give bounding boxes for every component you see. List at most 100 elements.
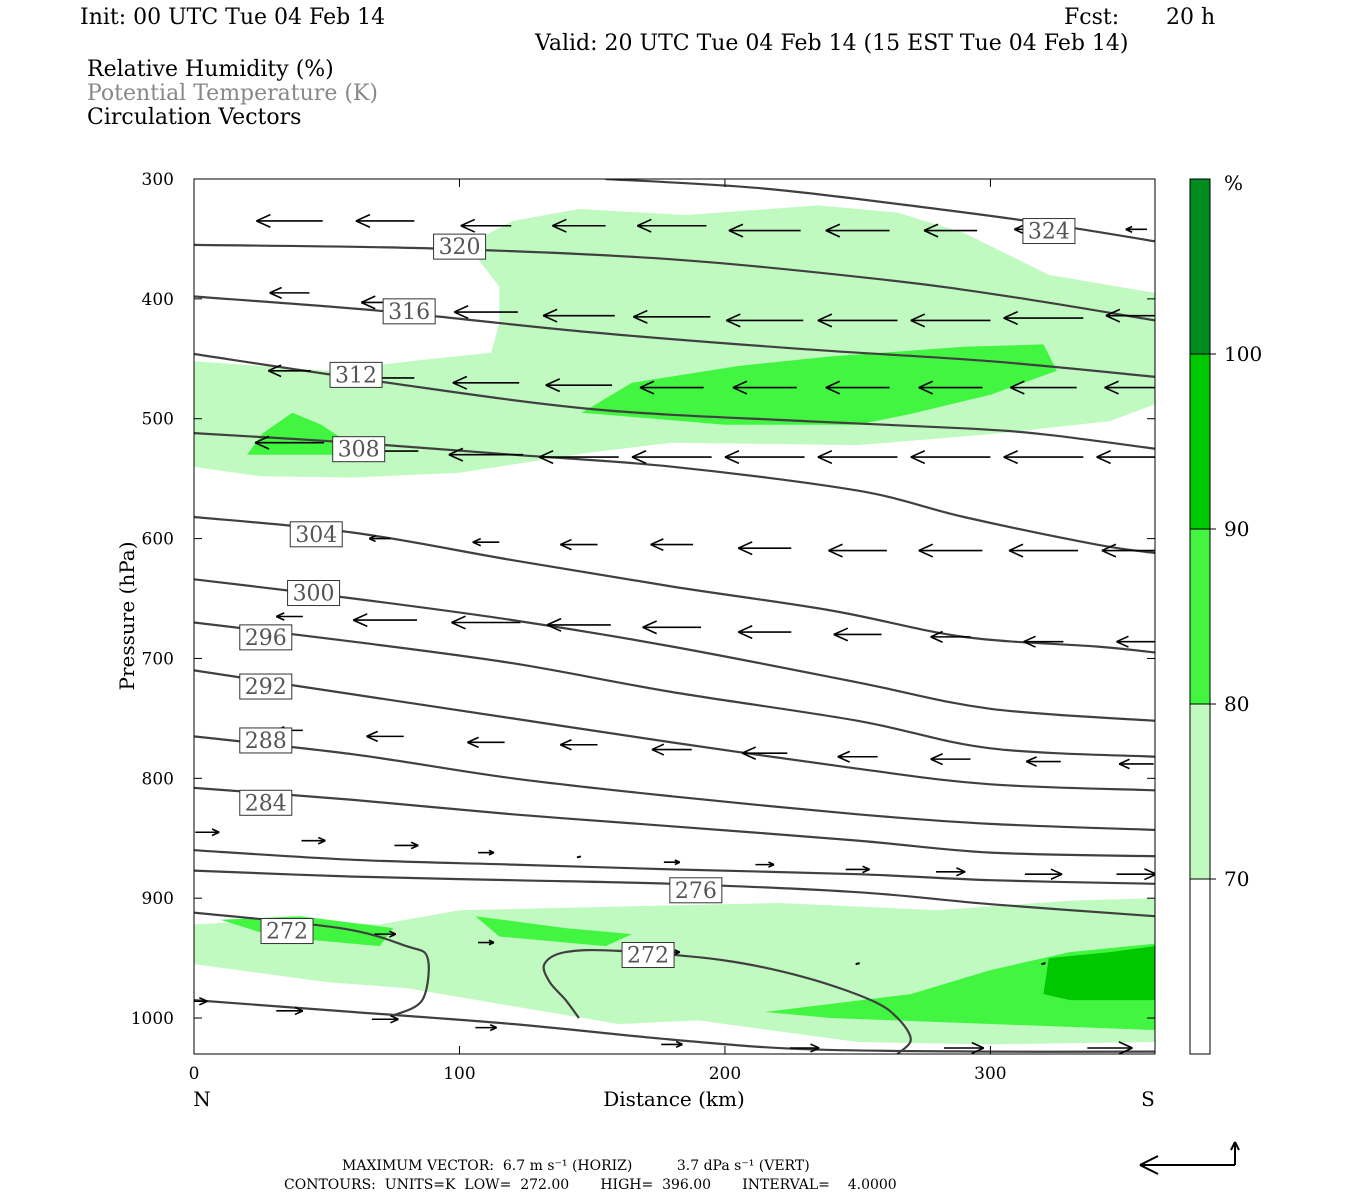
vector-head bbox=[467, 736, 479, 744]
vector-head bbox=[546, 617, 562, 626]
vector-head bbox=[956, 867, 966, 873]
vector-head bbox=[728, 229, 744, 238]
reference-vector-icon bbox=[1139, 1141, 1240, 1175]
vector-arrow bbox=[475, 1024, 497, 1032]
vector-head bbox=[1104, 380, 1119, 389]
theta-label-272: 272 bbox=[260, 918, 314, 945]
theta-label-292: 292 bbox=[239, 673, 293, 700]
vector-head bbox=[1101, 549, 1117, 558]
vector-head bbox=[910, 456, 926, 465]
vector-head bbox=[552, 225, 567, 233]
vector-arrow bbox=[538, 450, 619, 465]
vector-head bbox=[637, 218, 652, 227]
vector-head bbox=[390, 1014, 399, 1020]
vector-arrow bbox=[728, 223, 801, 238]
vector-head bbox=[256, 220, 271, 228]
vector-arrow bbox=[918, 380, 983, 395]
theta-contour-284 bbox=[194, 786, 1155, 858]
vector-head bbox=[817, 450, 833, 458]
vector-head bbox=[833, 627, 849, 636]
theta-label-text: 292 bbox=[245, 675, 287, 700]
vector-arrow bbox=[724, 450, 805, 465]
vector-arrow bbox=[374, 930, 397, 938]
vector-head bbox=[1096, 450, 1111, 458]
theta-label-296: 296 bbox=[239, 624, 293, 651]
contour-info: CONTOURS: UNITS=K LOW= 272.00 HIGH= 396.… bbox=[284, 1177, 897, 1193]
vector-head bbox=[918, 549, 934, 558]
vector-head bbox=[269, 292, 282, 299]
theta-label-box bbox=[621, 942, 675, 969]
vector-arrow bbox=[460, 218, 512, 233]
field-rh: Relative Humidity (%) bbox=[87, 57, 334, 82]
rh-region-90-2 bbox=[581, 344, 1057, 425]
theta-contour-304 bbox=[194, 515, 1155, 654]
theta-contours bbox=[194, 179, 1155, 1054]
vector-arrow bbox=[741, 746, 788, 760]
theta-label-312: 312 bbox=[329, 361, 383, 388]
vector-arrow bbox=[1096, 450, 1155, 465]
vector-head bbox=[1116, 635, 1129, 643]
y-tick-label: 500 bbox=[142, 410, 174, 430]
vector-arrow bbox=[560, 739, 598, 751]
vector-head bbox=[930, 630, 943, 638]
vector-head bbox=[452, 382, 468, 390]
vector-head bbox=[542, 314, 558, 323]
vector-arrow bbox=[542, 308, 615, 323]
vector-head bbox=[1003, 450, 1019, 458]
vector-arrow bbox=[1024, 868, 1063, 880]
vector-arrow bbox=[478, 849, 495, 856]
vector-head bbox=[268, 370, 282, 378]
vector-arrow bbox=[552, 218, 606, 233]
vector-head bbox=[642, 620, 657, 629]
vector-head bbox=[631, 456, 647, 465]
max-vector-note: MAXIMUM VECTOR: 6.7 m s⁻¹ (HORIZ) 3.7 dP… bbox=[342, 1158, 810, 1174]
vector-head bbox=[732, 386, 748, 395]
vector-arrow bbox=[935, 867, 966, 877]
vector-head bbox=[971, 1047, 985, 1054]
rh-region-90-5 bbox=[475, 916, 632, 947]
vector-head bbox=[1116, 640, 1129, 648]
vector-head bbox=[488, 941, 495, 946]
vector-head bbox=[410, 841, 419, 847]
colorbar-label: 70 bbox=[1224, 867, 1249, 891]
vector-head bbox=[971, 1041, 985, 1049]
vector-head bbox=[817, 313, 833, 322]
vector-head bbox=[448, 447, 464, 456]
vector-arrow bbox=[1125, 225, 1148, 233]
vector-head bbox=[268, 364, 282, 372]
vector-head bbox=[1144, 868, 1155, 875]
vector-head bbox=[317, 839, 326, 845]
vector-head bbox=[452, 375, 468, 384]
vector-head bbox=[198, 1000, 208, 1006]
vector-stub bbox=[576, 855, 582, 859]
vector-head bbox=[918, 386, 934, 395]
vector-head bbox=[1009, 380, 1025, 389]
vector-head bbox=[732, 380, 748, 389]
vector-head bbox=[352, 619, 368, 628]
vector-head bbox=[366, 735, 379, 743]
theta-label-320: 320 bbox=[433, 233, 487, 260]
vector-head bbox=[637, 225, 652, 233]
vector-head bbox=[460, 225, 476, 233]
vector-arrow bbox=[825, 223, 890, 238]
vector-head bbox=[825, 223, 841, 232]
vector-arrow bbox=[732, 380, 797, 395]
vector-head bbox=[725, 319, 741, 328]
theta-label-text: 324 bbox=[1028, 220, 1070, 245]
vector-head bbox=[275, 615, 285, 621]
theta-label-text: 304 bbox=[295, 523, 337, 548]
vector-head bbox=[294, 1010, 304, 1016]
vector-head bbox=[910, 319, 926, 328]
vector-arrow bbox=[845, 865, 870, 874]
colorbar-segment bbox=[1190, 529, 1210, 704]
vector-head bbox=[1144, 873, 1155, 881]
vector-arrow bbox=[467, 736, 505, 749]
vector-head bbox=[453, 305, 469, 313]
vector-arrow bbox=[833, 627, 882, 642]
vector-arrow bbox=[663, 859, 681, 866]
vector-head bbox=[862, 865, 870, 871]
vector-arrow bbox=[546, 617, 611, 632]
vector-head bbox=[650, 538, 664, 546]
theta-label-272: 272 bbox=[621, 942, 675, 969]
vector-head bbox=[825, 386, 841, 395]
